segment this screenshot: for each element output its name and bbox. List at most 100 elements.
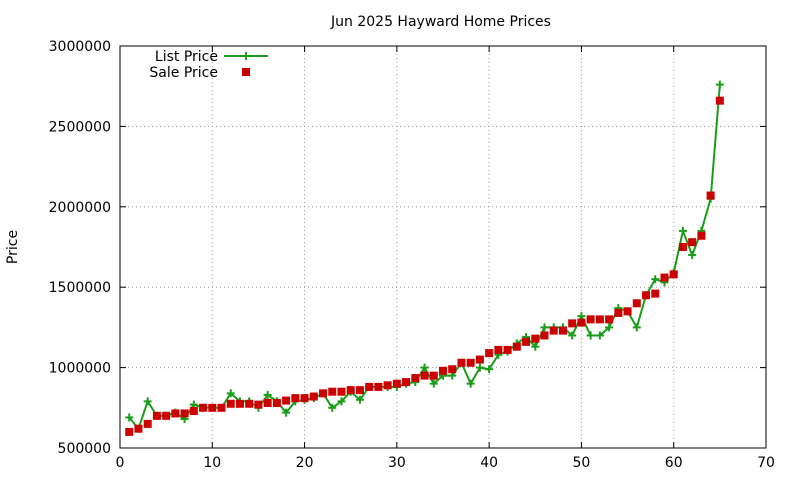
sale-price-point <box>254 400 263 409</box>
y-tick-label: 3000000 <box>49 39 111 55</box>
list-price-point <box>429 379 438 388</box>
sale-price-point <box>374 382 383 391</box>
list-price-point <box>605 323 614 332</box>
sale-price-point <box>660 273 669 282</box>
chart-title: Jun 2025 Hayward Home Prices <box>330 14 551 30</box>
sale-price-point <box>402 378 411 387</box>
sale-price-point <box>208 403 217 412</box>
list-price-point <box>540 323 549 332</box>
sale-price-point <box>697 231 706 240</box>
sale-price-point <box>420 371 429 380</box>
sale-price-point <box>448 365 457 374</box>
sale-price-point <box>558 326 567 335</box>
sale-price-point <box>263 398 272 407</box>
sale-price-point <box>171 409 180 418</box>
sale-price-point <box>706 191 715 200</box>
y-tick-label: 1500000 <box>49 280 111 296</box>
x-tick-label: 50 <box>573 455 591 471</box>
sale-price-point <box>485 349 494 358</box>
list-price-point <box>475 363 484 372</box>
sale-price-point <box>383 381 392 390</box>
sale-price-point <box>125 427 134 436</box>
sale-price-point <box>272 398 281 407</box>
y-tick-label: 1000000 <box>49 361 111 377</box>
list-price-point <box>125 413 134 422</box>
sale-price-point <box>429 371 438 380</box>
sale-price-point <box>134 424 143 433</box>
list-price-point <box>531 342 540 351</box>
sale-price-point <box>586 315 595 324</box>
sale-price-point <box>217 403 226 412</box>
list-price-point <box>226 389 235 398</box>
list-price-point <box>282 408 291 417</box>
sale-price-point <box>651 289 660 298</box>
sale-price-point <box>365 382 374 391</box>
sale-price-point <box>522 337 531 346</box>
list-price-point <box>688 251 697 260</box>
sale-price-point <box>678 243 687 251</box>
sale-price-point <box>319 389 328 398</box>
sale-price-point <box>457 358 466 367</box>
sale-price-point <box>466 358 475 367</box>
sale-price-point <box>549 326 558 335</box>
sale-price-point <box>337 387 346 396</box>
grid-lines <box>120 46 766 448</box>
sale-price-point <box>411 374 420 383</box>
sale-price-point <box>595 315 604 324</box>
legend-label: Sale Price <box>149 65 218 81</box>
y-tick-label: 500000 <box>58 441 111 457</box>
list-price-point <box>678 226 687 235</box>
sale-price-point <box>577 318 586 327</box>
sale-price-point <box>152 411 161 420</box>
sale-price-point <box>189 407 198 416</box>
sale-price-point <box>392 379 401 388</box>
list-price-point <box>651 275 660 284</box>
sale-price-point <box>282 396 291 405</box>
y-axis-title: Price <box>5 230 21 264</box>
sale-price-point <box>291 394 300 403</box>
sale-price-point <box>605 315 614 324</box>
list-price-point <box>337 397 346 406</box>
sale-price-point <box>669 270 678 279</box>
list-price-point <box>715 80 724 89</box>
sale-price-point <box>614 308 623 317</box>
x-tick-label: 10 <box>203 455 221 471</box>
sale-price-point <box>531 334 540 343</box>
series-layer <box>125 80 724 436</box>
list-price-point <box>632 323 641 332</box>
sale-price-point <box>245 399 254 408</box>
list-price-point <box>586 331 595 340</box>
sale-price-point <box>568 319 577 328</box>
list-price-point <box>263 390 272 399</box>
axes: 0 10 20 30 40 50 60 70 500000 1000000 1500000 20000… <box>49 39 775 471</box>
x-tick-label: 60 <box>665 455 683 471</box>
sale-price-point <box>494 345 503 354</box>
sale-price-point <box>623 307 632 316</box>
sale-price-point <box>715 96 724 105</box>
sale-price-point <box>328 387 337 396</box>
list-price-point <box>595 331 604 340</box>
x-tick-label: 70 <box>757 455 775 471</box>
plot-frame <box>119 45 767 449</box>
sale-price-point <box>503 345 512 354</box>
sale-price-point <box>439 366 447 375</box>
sale-price-point <box>346 386 355 395</box>
sale-price-point <box>540 331 549 340</box>
list-price-point <box>420 363 429 372</box>
sale-price-point <box>632 299 641 308</box>
x-tick-label: 40 <box>480 455 498 471</box>
list-price-point <box>485 365 494 374</box>
sale-price-point <box>226 399 235 408</box>
legend-label: List Price <box>155 49 218 65</box>
x-tick-label: 0 <box>116 455 125 471</box>
list-price-point <box>466 379 475 388</box>
sale-price-point <box>235 399 244 408</box>
list-price-point <box>328 403 337 412</box>
sale-price-point <box>512 342 521 351</box>
sale-price-point <box>688 238 697 247</box>
y-tick-label: 2000000 <box>49 200 111 216</box>
sale-price-point <box>475 355 484 364</box>
sale-price-point <box>162 411 171 420</box>
sale-price-point <box>180 409 189 418</box>
